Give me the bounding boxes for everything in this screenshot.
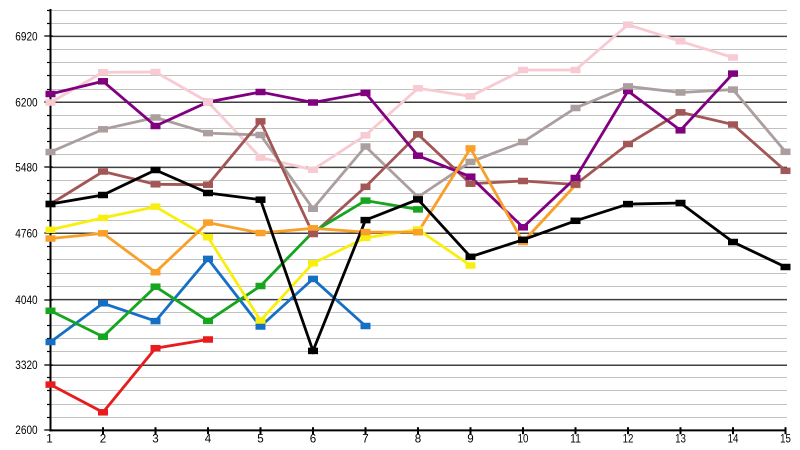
svg-text:14: 14: [728, 433, 739, 446]
svg-text:6: 6: [310, 433, 316, 446]
svg-text:2600: 2600: [15, 423, 38, 437]
svg-text:12: 12: [623, 433, 634, 446]
svg-text:8: 8: [415, 433, 421, 446]
svg-text:4: 4: [205, 433, 212, 446]
svg-text:4040: 4040: [15, 293, 38, 307]
svg-text:5480: 5480: [15, 161, 38, 175]
svg-text:6200: 6200: [15, 96, 38, 110]
svg-text:10: 10: [518, 433, 529, 446]
svg-text:5: 5: [257, 433, 263, 446]
svg-text:15: 15: [780, 433, 791, 446]
svg-text:11: 11: [570, 433, 581, 446]
svg-text:2: 2: [100, 433, 106, 446]
svg-text:4760: 4760: [15, 226, 38, 240]
svg-text:1: 1: [46, 433, 52, 446]
svg-text:6920: 6920: [15, 30, 38, 44]
svg-text:3320: 3320: [15, 358, 38, 372]
svg-text:3: 3: [152, 433, 158, 446]
svg-text:9: 9: [467, 433, 473, 446]
svg-text:7: 7: [362, 433, 368, 446]
svg-text:13: 13: [675, 433, 686, 446]
